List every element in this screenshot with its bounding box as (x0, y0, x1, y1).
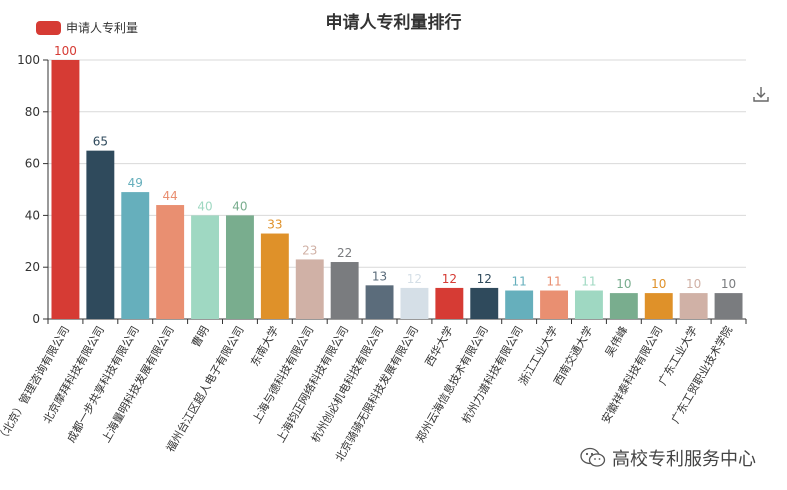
bar (714, 293, 743, 319)
data-label: 40 (232, 199, 247, 213)
x-tick-label: 上海与德科技有限公司 (249, 324, 316, 426)
x-tick-label: 北京摩拜科技有限公司 (40, 324, 107, 426)
data-label: 11 (546, 275, 561, 289)
bar (470, 287, 499, 319)
bar (365, 285, 394, 319)
x-tick-label: 曹明 (189, 324, 211, 350)
bar (121, 192, 150, 319)
download-icon[interactable] (752, 85, 770, 103)
bar (505, 290, 534, 319)
watermark-text: 高校专利服务中心 (612, 449, 756, 470)
bar (574, 290, 603, 319)
bar (51, 60, 80, 319)
bar (400, 287, 429, 319)
x-tick-label: 西华大学 (422, 324, 456, 369)
x-tick-label: 东南大学 (247, 324, 281, 369)
chart-legend[interactable]: 申请人专利量 (36, 19, 138, 36)
data-label: 44 (163, 189, 178, 203)
data-label: 33 (267, 218, 282, 232)
data-label: 10 (686, 277, 701, 291)
x-tick-label: 安徽祥泰科技有限公司 (598, 324, 665, 426)
data-label: 11 (512, 275, 527, 289)
watermark: 高校专利服务中心 (580, 445, 756, 471)
data-label: 100 (54, 44, 77, 58)
x-tick-label: 杭州力谱科技有限公司 (459, 324, 526, 426)
data-label: 12 (407, 272, 422, 286)
data-label: 11 (581, 275, 596, 289)
data-label: 23 (302, 243, 317, 257)
bar (644, 293, 673, 319)
data-label: 49 (128, 176, 143, 190)
data-label: 65 (93, 135, 108, 149)
y-tick-label: 40 (25, 208, 40, 222)
bar (679, 293, 708, 319)
bar (540, 290, 569, 319)
wechat-icon (580, 447, 606, 469)
y-tick-label: 60 (25, 157, 40, 171)
y-tick-label: 20 (25, 260, 40, 274)
y-tick-label: 80 (25, 105, 40, 119)
bar (330, 262, 359, 319)
bar (225, 215, 254, 319)
data-label: 22 (337, 246, 352, 260)
x-tick-label: 吴伟峰 (603, 324, 631, 359)
data-label: 10 (616, 277, 631, 291)
data-label: 40 (197, 199, 212, 213)
bar (156, 205, 185, 319)
bar (191, 215, 220, 319)
data-label: 12 (477, 272, 492, 286)
bar (260, 233, 289, 319)
legend-label: 申请人专利量 (66, 21, 139, 35)
y-tick-label: 0 (32, 312, 40, 326)
x-tick-label: 广东工贸职业技术学院 (668, 324, 735, 426)
bar (435, 287, 464, 319)
bar (609, 293, 638, 319)
bar (295, 259, 324, 319)
x-tick-label: 福州台江区超人电子有限公司 (163, 324, 247, 455)
data-label: 13 (372, 269, 387, 283)
data-label: 10 (651, 277, 666, 291)
legend-swatch (36, 20, 61, 35)
bar (86, 150, 115, 319)
y-tick-label: 100 (17, 53, 40, 67)
data-label: 10 (721, 277, 736, 291)
chart-title: 申请人专利量排行 (325, 13, 462, 33)
data-label: 12 (442, 272, 457, 286)
